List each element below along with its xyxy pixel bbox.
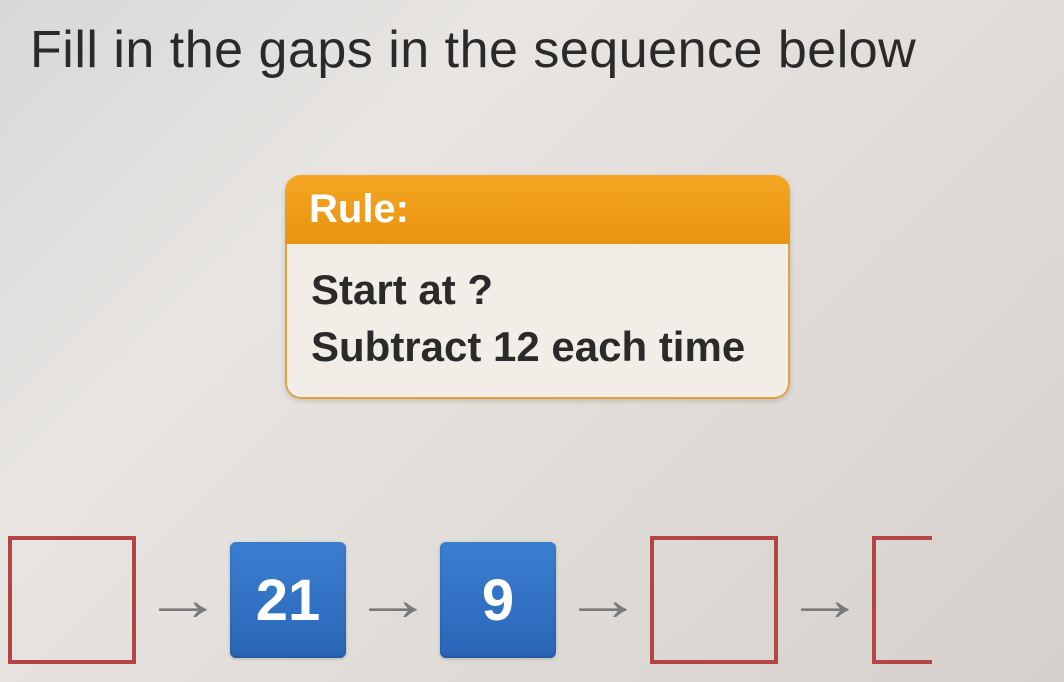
sequence-input-1[interactable] [8,536,136,664]
instruction-title: Fill in the gaps in the sequence below [30,20,916,80]
rule-line-start: Start at ? [311,262,764,319]
arrow-icon: → [143,569,224,631]
rule-header: Rule: [285,175,790,244]
arrow-icon: → [353,569,434,631]
sequence-input-5[interactable] [872,536,932,664]
arrow-icon: → [785,569,866,631]
rule-card: Rule: Start at ? Subtract 12 each time [285,175,790,399]
rule-line-operation: Subtract 12 each time [311,319,764,376]
rule-body: Start at ? Subtract 12 each time [285,244,790,399]
sequence-row: → 21 → 9 → → [0,536,932,664]
arrow-icon: → [563,569,644,631]
sequence-value-3: 9 [440,542,556,658]
sequence-value-2: 21 [230,542,346,658]
sequence-input-4[interactable] [650,536,778,664]
